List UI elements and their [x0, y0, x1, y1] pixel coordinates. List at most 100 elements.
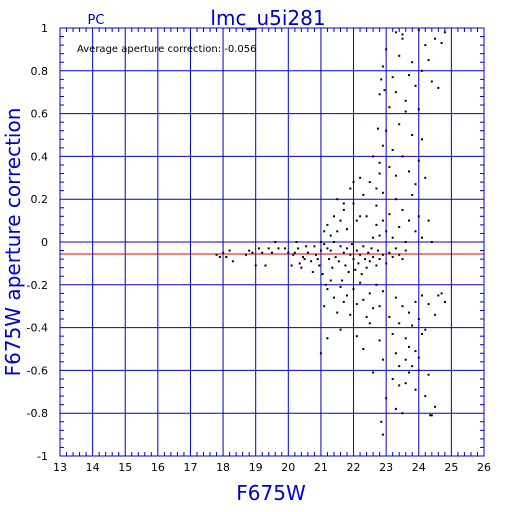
x-tick-label-2: 15	[118, 461, 132, 474]
data-point-98	[381, 290, 384, 293]
data-point-65	[367, 251, 370, 254]
x-tick-label-5: 18	[216, 461, 230, 474]
data-point-145	[404, 358, 407, 361]
data-point-51	[344, 264, 347, 267]
data-point-197	[398, 123, 401, 126]
data-point-33	[315, 253, 317, 256]
data-point-198	[401, 155, 404, 158]
data-point-141	[440, 292, 443, 295]
data-point-132	[408, 311, 410, 314]
data-point-131	[404, 337, 407, 340]
data-point-212	[388, 106, 391, 109]
data-point-81	[326, 288, 329, 291]
data-point-10	[258, 247, 260, 250]
data-point-130	[401, 305, 404, 308]
data-point-15	[274, 241, 277, 243]
data-point-9	[254, 264, 257, 267]
data-point-122	[427, 373, 430, 376]
x-tick-label-13: 26	[477, 461, 491, 474]
data-point-157	[346, 228, 348, 231]
data-point-40	[326, 247, 329, 250]
data-point-148	[417, 369, 420, 372]
data-point-203	[417, 159, 420, 162]
data-point-129	[398, 322, 401, 325]
data-point-128	[394, 296, 397, 299]
data-point-70	[377, 249, 379, 252]
data-point-185	[414, 230, 417, 233]
data-point-3	[225, 256, 228, 258]
data-point-175	[381, 219, 384, 222]
data-point-147	[414, 350, 417, 353]
data-point-67	[370, 247, 373, 250]
data-point-31	[311, 271, 314, 273]
data-point-173	[375, 223, 378, 226]
data-point-229	[394, 31, 397, 34]
data-point-36	[319, 249, 322, 252]
data-points	[215, 29, 446, 436]
data-point-29	[306, 251, 309, 254]
data-point-64	[365, 266, 368, 269]
data-point-20	[292, 253, 295, 256]
data-point-45	[334, 256, 337, 258]
data-point-96	[375, 283, 378, 286]
data-point-194	[388, 166, 391, 169]
camera-label: PC	[88, 13, 105, 28]
y-tick-label-7: 0.4	[31, 150, 49, 163]
x-tick-label-8: 21	[314, 461, 328, 474]
data-point-134	[414, 300, 417, 303]
data-point-4	[231, 260, 234, 263]
data-point-152	[329, 234, 332, 237]
data-point-2	[222, 251, 225, 254]
data-point-13	[267, 247, 270, 250]
data-point-158	[349, 187, 352, 190]
data-point-12	[264, 264, 267, 267]
data-point-190	[375, 187, 378, 190]
x-tick-labels: 13 14 15 16 17 18 19 20 21 22 23 24 25 26	[53, 461, 491, 474]
data-point-108	[380, 420, 383, 423]
data-point-76	[394, 247, 397, 250]
data-point-104	[368, 322, 371, 325]
data-point-180	[398, 226, 401, 228]
data-point-144	[398, 365, 401, 368]
x-axis-label: F675W	[236, 481, 306, 505]
data-point-21	[293, 251, 296, 254]
data-point-160	[355, 219, 358, 222]
data-point-54	[349, 253, 352, 256]
data-point-206	[377, 127, 379, 130]
data-point-94	[368, 292, 371, 295]
data-point-209	[381, 65, 384, 68]
data-point-24	[298, 262, 301, 265]
data-point-219	[411, 61, 414, 64]
data-point-223	[424, 44, 427, 47]
x-tick-label-12: 25	[444, 461, 458, 474]
data-point-8	[251, 251, 254, 254]
data-point-56	[352, 258, 355, 261]
data-point-216	[401, 37, 404, 40]
data-point-97	[378, 305, 381, 308]
data-point-78	[401, 258, 404, 261]
data-point-59	[357, 262, 360, 265]
data-point-227	[440, 42, 443, 44]
data-point-32	[313, 245, 316, 248]
data-point-205	[424, 176, 427, 179]
data-point-17	[284, 247, 286, 250]
data-point-69	[375, 264, 378, 267]
data-point-183	[408, 219, 410, 222]
y-tick-label-9: 0.8	[31, 65, 49, 78]
data-point-34	[316, 258, 319, 261]
data-point-135	[417, 318, 420, 320]
data-point-153	[333, 215, 335, 218]
data-point-172	[372, 236, 375, 239]
data-point-55	[350, 243, 353, 246]
data-point-220	[414, 84, 417, 87]
data-point-204	[421, 138, 423, 141]
y-tick-label-3: -0.4	[27, 322, 48, 335]
data-point-22	[295, 241, 298, 243]
data-point-68	[372, 256, 375, 258]
data-point-41	[328, 258, 331, 261]
data-point-58	[355, 249, 358, 252]
data-point-72	[381, 253, 384, 256]
data-point-215	[398, 54, 401, 57]
data-point-167	[378, 172, 381, 175]
data-point-83	[333, 296, 335, 299]
